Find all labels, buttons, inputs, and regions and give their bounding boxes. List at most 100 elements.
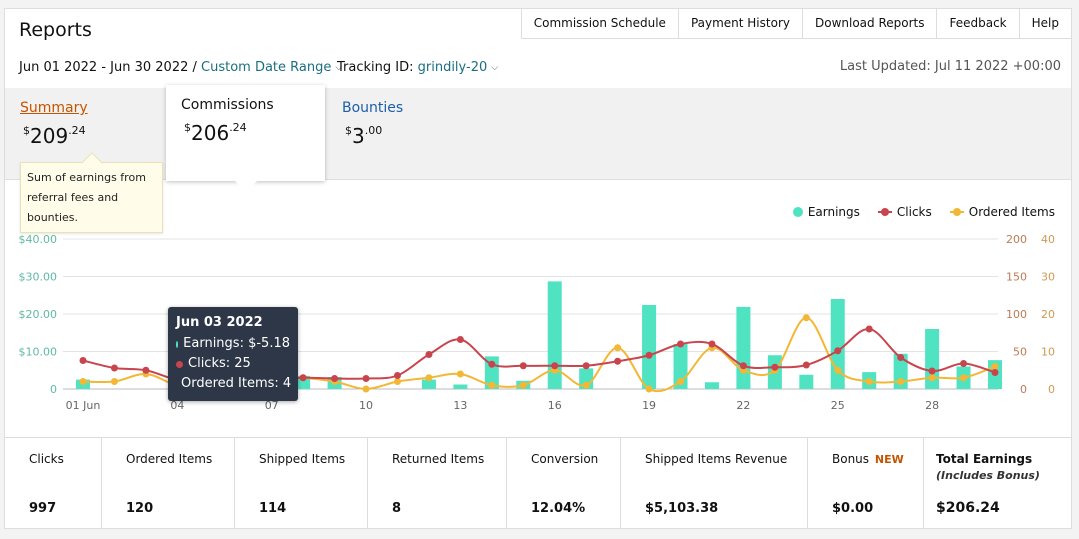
clicks-point[interactable] — [739, 362, 747, 370]
tab-bounties[interactable]: Bounties $3.00 — [327, 88, 467, 180]
y-left-tick-label: $10.00 — [19, 346, 58, 359]
clicks-point[interactable] — [771, 363, 779, 371]
ordered-items-point[interactable] — [456, 370, 464, 378]
tab-summary[interactable]: Summary $209.24 — [5, 88, 165, 180]
ordered-items-point[interactable] — [488, 381, 496, 389]
clicks-point[interactable] — [519, 362, 527, 370]
ordered-items-point[interactable] — [79, 378, 87, 385]
clicks-point[interactable] — [142, 366, 150, 374]
clicks-point[interactable] — [362, 375, 370, 382]
clicks-point[interactable] — [393, 372, 401, 379]
y-right-ordered-tick-label: 0 — [1048, 383, 1055, 396]
clicks-point[interactable] — [299, 374, 307, 382]
legend-clicks[interactable]: Clicks — [877, 205, 932, 219]
tab-summary-amount: $209.24 — [23, 124, 86, 148]
earnings-bar[interactable] — [421, 379, 436, 389]
custom-date-range-link[interactable]: Custom Date Range — [201, 60, 332, 75]
y-right-clicks-tick-label: 100 — [1006, 308, 1027, 321]
stat-value: 997 — [29, 501, 57, 516]
chart-legend: Earnings Clicks Ordered Items — [792, 205, 1055, 219]
stat-value: $5,103.38 — [645, 501, 719, 516]
tracking-id-value[interactable]: grindily-20 — [417, 60, 488, 75]
chart-hover-tooltip: Jun 03 2022 Earnings: $-5.18 Clicks: 25 … — [168, 307, 298, 401]
clicks-point[interactable] — [645, 351, 653, 359]
hover-tooltip-earnings: Earnings: $-5.18 — [176, 334, 290, 354]
earnings-bar[interactable] — [547, 281, 562, 389]
y-left-tick-label: $30.00 — [19, 271, 58, 284]
x-tick-label: 25 — [831, 399, 845, 412]
page-title: Reports — [19, 19, 92, 41]
chevron-down-icon[interactable]: ⌵ — [491, 63, 499, 73]
clicks-point[interactable] — [834, 347, 842, 355]
clicks-point[interactable] — [456, 336, 464, 343]
date-range-text: Jun 01 2022 - Jun 30 2022 / — [19, 60, 197, 75]
clicks-point[interactable] — [991, 369, 999, 376]
ordered-items-point[interactable] — [425, 374, 433, 382]
ordered-items-point[interactable] — [582, 381, 590, 389]
date-range-selector[interactable]: Jun 01 2022 - Jun 30 2022 / Custom Date … — [19, 60, 342, 75]
ordered-items-point[interactable] — [991, 363, 999, 370]
clicks-point[interactable] — [331, 375, 339, 382]
clicks-point[interactable] — [79, 357, 87, 364]
earnings-bar[interactable] — [453, 384, 468, 390]
clicks-point[interactable] — [551, 362, 559, 370]
ordered-items-point[interactable] — [110, 378, 118, 385]
ordered-items-point[interactable] — [362, 385, 370, 393]
ordered-items-point[interactable] — [645, 385, 653, 393]
y-left-tick-label: $40.00 — [19, 233, 58, 246]
earnings-bar[interactable] — [799, 374, 814, 389]
legend-ordered-items[interactable]: Ordered Items — [949, 205, 1055, 219]
ordered-items-point[interactable] — [677, 378, 685, 385]
clicks-point[interactable] — [928, 367, 936, 375]
ordered-items-point[interactable] — [960, 374, 968, 382]
nav-payment-history[interactable]: Payment History — [677, 9, 802, 39]
ordered-items-point[interactable] — [834, 366, 842, 374]
summary-tooltip-text: Sum of earnings from referral fees and b… — [27, 171, 146, 224]
tab-band: Summary $209.24 Commissions $206.24 Boun… — [5, 85, 1071, 181]
nav-feedback[interactable]: Feedback — [936, 9, 1019, 39]
nav-commission-schedule[interactable]: Commission Schedule — [520, 9, 678, 39]
ordered-items-point[interactable] — [928, 374, 936, 382]
earnings-bar[interactable] — [893, 353, 908, 389]
clicks-point[interactable] — [614, 357, 622, 365]
earnings-bar[interactable] — [925, 329, 940, 389]
clicks-point[interactable] — [425, 351, 433, 358]
stat-returned-items: Returned Items 8 — [368, 438, 507, 529]
nav-download-reports[interactable]: Download Reports — [801, 9, 937, 39]
clicks-point[interactable] — [802, 361, 810, 369]
ordered-items-point[interactable] — [614, 344, 622, 352]
tab-summary-label[interactable]: Summary — [20, 100, 88, 116]
ordered-items-point[interactable] — [865, 378, 873, 385]
clicks-point[interactable] — [488, 360, 496, 368]
tab-commissions[interactable]: Commissions $206.24 — [166, 85, 325, 181]
legend-earnings[interactable]: Earnings — [792, 205, 860, 219]
clicks-point[interactable] — [865, 325, 873, 333]
reports-panel: Reports Commission Schedule Payment Hist… — [4, 8, 1072, 529]
stat-bonus: Bonus NEW $0.00 — [808, 438, 924, 529]
hover-tooltip-ordered: Ordered Items: 4 — [181, 376, 292, 391]
clicks-point[interactable] — [110, 364, 118, 372]
stat-label: Ordered Items — [126, 452, 213, 466]
x-tick-label: 07 — [265, 399, 279, 412]
tab-bounties-label[interactable]: Bounties — [342, 100, 404, 116]
clicks-point[interactable] — [960, 360, 968, 367]
clicks-point[interactable] — [708, 340, 716, 348]
chevron-down-icon[interactable]: ⌵ — [335, 63, 343, 73]
nav-help[interactable]: Help — [1018, 9, 1071, 39]
ordered-items-point[interactable] — [802, 314, 810, 322]
clicks-point[interactable] — [677, 340, 685, 348]
earnings-bar[interactable] — [704, 382, 719, 389]
earnings-bar[interactable] — [642, 305, 657, 389]
y-right-clicks-tick-label: 0 — [1020, 383, 1027, 396]
x-tick-label: 10 — [359, 399, 373, 412]
ordered-items-point[interactable] — [393, 378, 401, 385]
ordered-items-point[interactable] — [519, 381, 527, 389]
ordered-items-point[interactable] — [897, 378, 905, 385]
earnings-bar[interactable] — [736, 306, 751, 389]
earnings-chart[interactable]: 0 $10.00 $20.00 $30.00 $40.00 0 50 100 150 200 0 10… — [5, 231, 1071, 426]
tracking-id-selector[interactable]: Tracking ID: grindily-20 ⌵ — [337, 60, 498, 75]
earnings-bar[interactable] — [296, 375, 311, 389]
clicks-point[interactable] — [582, 362, 590, 370]
clicks-point[interactable] — [897, 354, 905, 361]
tab-commissions-label[interactable]: Commissions — [181, 97, 274, 113]
